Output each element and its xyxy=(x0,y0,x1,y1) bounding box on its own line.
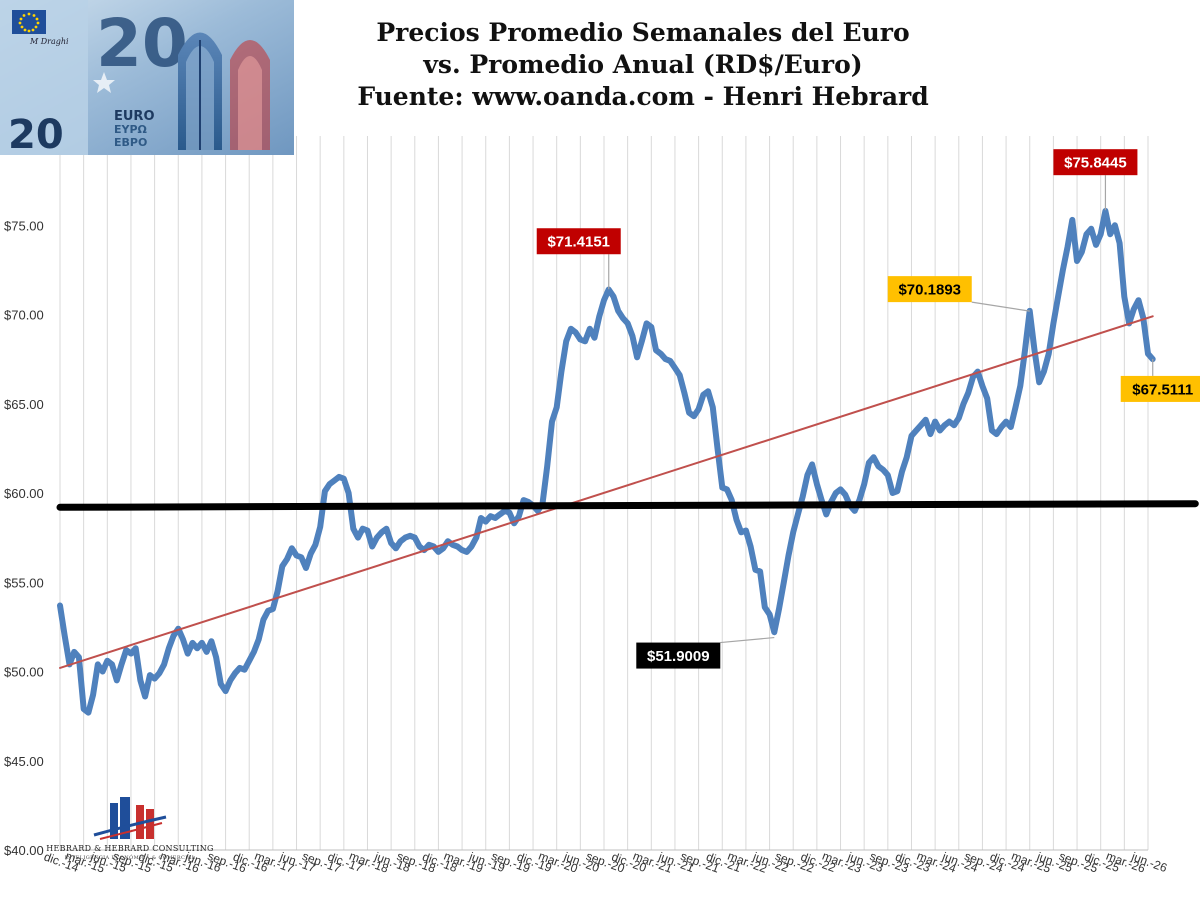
y-tick-label: $55.00 xyxy=(4,575,44,590)
banknote-word-bulgarian: ЕВРО xyxy=(114,136,147,149)
annotation-callout: $70.1893 xyxy=(887,276,1030,312)
logo-building-icon xyxy=(93,797,167,840)
annotation-group: $71.4151 $75.8445 $70.1893 $67.5111 $51.9009 xyxy=(536,149,1200,669)
callout-leader xyxy=(720,636,775,644)
gothic-window-icon xyxy=(178,32,270,150)
callout-box xyxy=(636,642,721,669)
vertical-gridlines xyxy=(59,136,1149,850)
banknote-star-icon xyxy=(93,72,115,93)
series-weekly-price xyxy=(57,208,1156,716)
callout-label: $75.8445 xyxy=(1064,155,1127,172)
y-tick-label: $45.00 xyxy=(4,754,44,769)
title-line-1: Precios Promedio Semanales del Euro xyxy=(376,18,909,47)
series-trendline xyxy=(59,315,1154,669)
y-tick-label: $40.00 xyxy=(4,843,44,858)
callout-box xyxy=(1053,149,1138,176)
y-tick-label: $50.00 xyxy=(4,665,44,680)
banknote-word-euro: EURO xyxy=(114,109,155,124)
title-line-2: vs. Promedio Anual (RD$/Euro) xyxy=(422,50,862,79)
series-reference-line xyxy=(56,500,1199,511)
series-group xyxy=(56,208,1199,716)
callout-label: $67.5111 xyxy=(1132,381,1193,398)
hebrard-logo: HEBRARD & HEBRARD CONSULTING INTELIGENCI… xyxy=(46,797,213,861)
logo-company-name: HEBRARD & HEBRARD CONSULTING xyxy=(46,844,213,853)
callout-leader xyxy=(971,301,1030,312)
y-tick-label: $75.00 xyxy=(4,218,44,233)
y-tick-label: $65.00 xyxy=(4,397,44,412)
banknote-denomination-large: 20 xyxy=(96,5,188,82)
callout-label: $51.9009 xyxy=(647,648,710,665)
chart-title: Precios Promedio Semanales del Euro vs. … xyxy=(357,18,928,111)
annotation-callout: $75.8445 xyxy=(1053,149,1138,211)
callout-box xyxy=(887,276,972,303)
callout-box xyxy=(1120,375,1200,402)
y-axis: $40.00 $45.00 $50.00 $55.00 $60.00 $65.00 $70.… xyxy=(4,218,44,858)
banknote-word-greek: ΕΥΡΩ xyxy=(114,123,148,136)
title-line-3: Fuente: www.oanda.com - Henri Hebrard xyxy=(357,82,928,111)
y-tick-label: $70.00 xyxy=(4,308,44,323)
y-tick-label: $60.00 xyxy=(4,486,44,501)
banknote-denomination-small: 20 xyxy=(8,112,64,158)
callout-label: $70.1893 xyxy=(898,282,961,299)
annotation-callout: $51.9009 xyxy=(636,636,775,669)
callout-box xyxy=(536,228,621,255)
banknote-signature: M Draghi xyxy=(29,37,69,46)
logo-tagline: INTELIGENCIA ECONÓMICA & COMERCIAL xyxy=(65,853,196,861)
callout-label: $71.4151 xyxy=(547,234,610,251)
annotation-callout: $67.5111 xyxy=(1120,358,1200,402)
euro-banknote-image: 20 20 M Draghi EURO ΕΥΡΩ ЕВРО xyxy=(0,0,294,158)
annotation-callout: $71.4151 xyxy=(536,228,621,290)
x-axis: dic.-14mar.-15jun.-15sep.-15dic.-15mar.-… xyxy=(42,849,1169,876)
